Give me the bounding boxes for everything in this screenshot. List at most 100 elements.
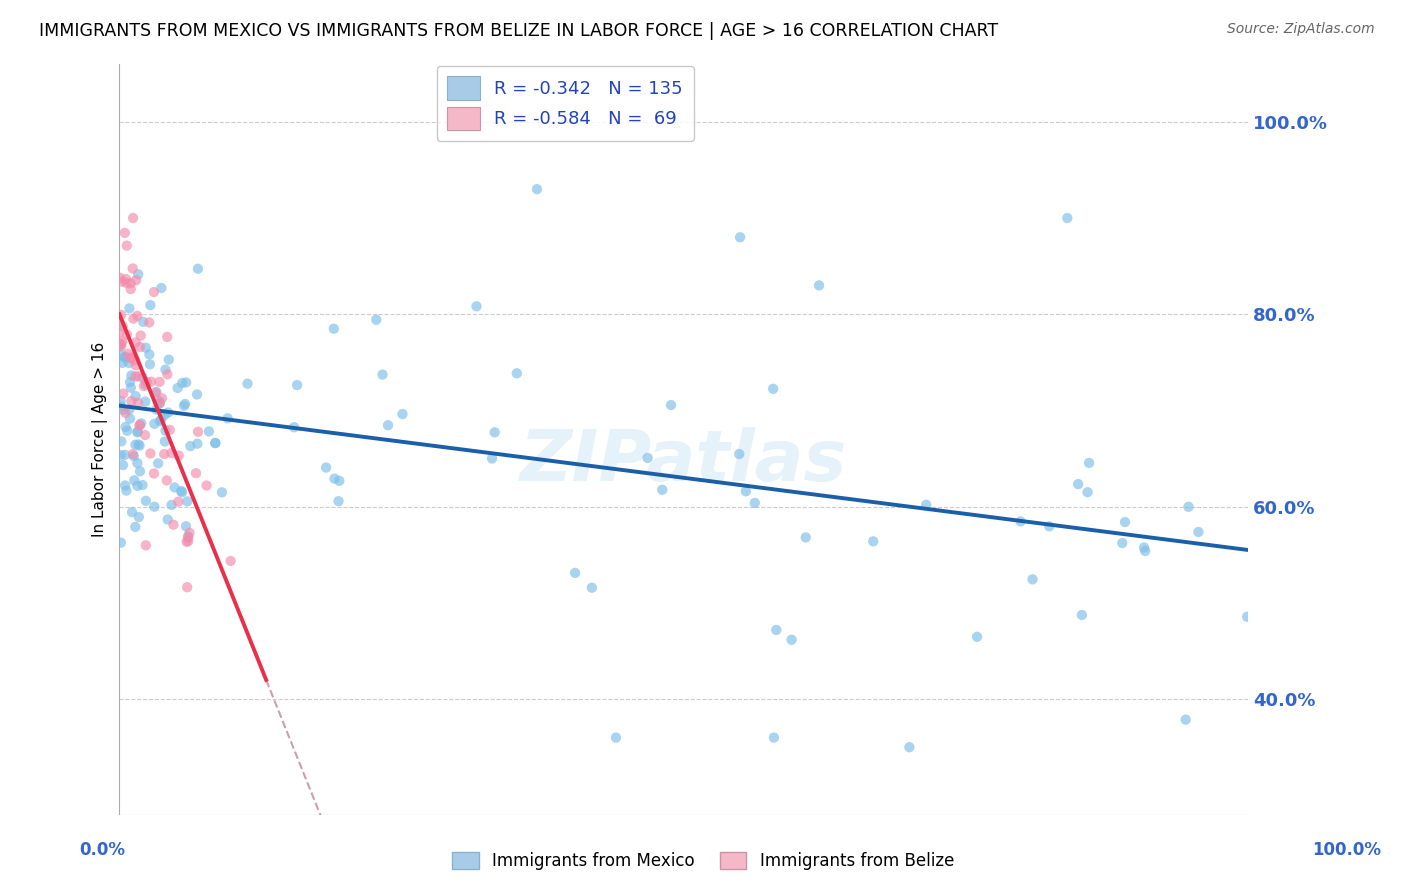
- Point: [204, 436, 226, 450]
- Point: [157, 352, 180, 367]
- Point: [120, 282, 142, 296]
- Point: [186, 387, 208, 401]
- Point: [211, 485, 233, 500]
- Point: [127, 425, 149, 439]
- Text: 100.0%: 100.0%: [1312, 840, 1382, 858]
- Point: [156, 330, 179, 344]
- Point: [1056, 211, 1078, 225]
- Point: [111, 458, 134, 472]
- Point: [139, 357, 162, 371]
- Point: [1133, 541, 1156, 555]
- Text: 0.0%: 0.0%: [80, 840, 125, 858]
- Point: [114, 351, 136, 365]
- Point: [794, 530, 817, 544]
- Point: [118, 402, 141, 417]
- Point: [217, 411, 239, 425]
- Point: [172, 376, 194, 390]
- Point: [108, 336, 131, 351]
- Point: [110, 348, 132, 362]
- Point: [127, 309, 149, 323]
- Point: [179, 525, 201, 540]
- Point: [117, 347, 139, 361]
- Point: [762, 731, 785, 745]
- Point: [149, 396, 172, 410]
- Point: [328, 494, 350, 508]
- Point: [138, 347, 160, 361]
- Point: [111, 319, 134, 334]
- Point: [120, 351, 142, 365]
- Point: [174, 397, 197, 411]
- Point: [157, 405, 180, 419]
- Point: [124, 389, 146, 403]
- Point: [167, 449, 190, 463]
- Point: [149, 396, 172, 410]
- Point: [115, 483, 138, 498]
- Point: [762, 382, 785, 396]
- Point: [134, 428, 156, 442]
- Point: [285, 378, 308, 392]
- Point: [112, 403, 135, 417]
- Point: [129, 340, 152, 354]
- Point: [160, 498, 183, 512]
- Point: [155, 424, 177, 438]
- Point: [127, 456, 149, 470]
- Legend: R = -0.342   N = 135, R = -0.584   N =  69: R = -0.342 N = 135, R = -0.584 N = 69: [436, 66, 693, 141]
- Point: [127, 437, 149, 451]
- Point: [129, 464, 152, 478]
- Point: [1067, 477, 1090, 491]
- Point: [176, 534, 198, 549]
- Point: [122, 311, 145, 326]
- Point: [110, 535, 132, 549]
- Point: [110, 448, 132, 462]
- Point: [153, 434, 176, 449]
- Point: [139, 298, 162, 312]
- Point: [118, 301, 141, 316]
- Y-axis label: In Labor Force | Age > 16: In Labor Force | Age > 16: [93, 342, 108, 537]
- Point: [121, 261, 143, 276]
- Point: [124, 520, 146, 534]
- Point: [127, 425, 149, 440]
- Point: [115, 276, 138, 290]
- Point: [135, 377, 157, 392]
- Point: [122, 449, 145, 463]
- Point: [138, 315, 160, 329]
- Point: [170, 484, 193, 499]
- Point: [120, 368, 142, 383]
- Point: [1038, 519, 1060, 533]
- Point: [166, 381, 188, 395]
- Point: [135, 341, 157, 355]
- Point: [651, 483, 673, 497]
- Point: [898, 740, 921, 755]
- Point: [581, 581, 603, 595]
- Point: [328, 474, 350, 488]
- Point: [114, 350, 136, 364]
- Point: [159, 423, 181, 437]
- Point: [145, 385, 167, 400]
- Point: [163, 480, 186, 494]
- Point: [125, 359, 148, 373]
- Point: [108, 270, 131, 285]
- Point: [127, 268, 149, 282]
- Point: [108, 326, 131, 340]
- Point: [141, 375, 163, 389]
- Point: [128, 369, 150, 384]
- Point: [128, 418, 150, 433]
- Point: [145, 384, 167, 399]
- Point: [564, 566, 586, 580]
- Point: [122, 211, 145, 225]
- Point: [780, 632, 803, 647]
- Point: [108, 339, 131, 353]
- Point: [128, 417, 150, 432]
- Point: [114, 478, 136, 492]
- Point: [124, 438, 146, 452]
- Point: [148, 375, 170, 389]
- Point: [132, 315, 155, 329]
- Point: [114, 448, 136, 462]
- Point: [143, 417, 166, 431]
- Point: [1114, 515, 1136, 529]
- Point: [177, 529, 200, 543]
- Point: [120, 375, 142, 389]
- Point: [1077, 485, 1099, 500]
- Point: [120, 394, 142, 409]
- Point: [115, 327, 138, 342]
